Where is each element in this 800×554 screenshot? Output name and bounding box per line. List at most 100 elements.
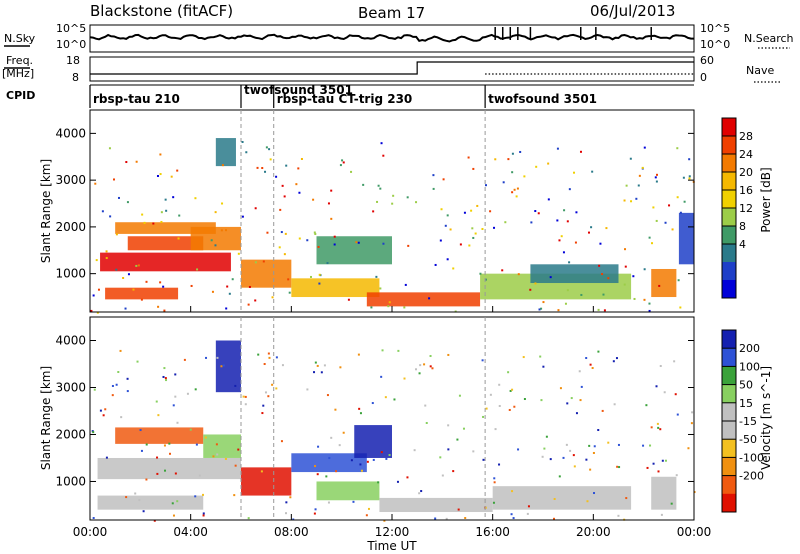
data-speckle	[316, 473, 319, 476]
data-speckle	[517, 273, 520, 276]
data-speckle	[574, 241, 577, 244]
data-speckle	[212, 455, 215, 458]
data-speckle	[318, 273, 321, 276]
data-speckle	[244, 395, 247, 398]
power-colorbar-tick-label: 16	[739, 184, 753, 197]
data-speckle	[127, 273, 130, 276]
data-region	[651, 476, 677, 510]
data-speckle	[657, 426, 660, 429]
data-speckle	[575, 412, 578, 415]
velocity-colorbar-tick-label: 100	[739, 360, 760, 373]
data-speckle	[655, 219, 658, 222]
data-speckle	[523, 175, 526, 178]
data-speckle	[194, 388, 197, 391]
power-colorbar-tick-label: 12	[739, 202, 753, 215]
data-speckle	[190, 284, 193, 287]
data-speckle	[174, 395, 177, 398]
data-speckle	[674, 393, 677, 396]
data-speckle	[446, 214, 449, 217]
data-speckle	[588, 444, 591, 447]
data-speckle	[589, 468, 592, 471]
data-speckle	[165, 209, 168, 212]
data-speckle	[318, 282, 321, 285]
data-speckle	[648, 302, 651, 305]
data-speckle	[509, 389, 512, 392]
data-speckle	[404, 283, 407, 286]
data-speckle	[643, 146, 646, 149]
data-speckle	[135, 264, 138, 267]
data-speckle	[481, 359, 484, 362]
data-speckle	[283, 253, 286, 256]
data-speckle	[434, 263, 437, 266]
data-speckle	[371, 402, 374, 405]
data-speckle	[676, 196, 679, 199]
data-speckle	[529, 288, 532, 291]
data-speckle	[242, 395, 245, 398]
power-colorbar-tick-label: 4	[739, 238, 746, 251]
velocity-panel: 1000 2000 3000 4000 Slant Range [km]	[39, 316, 696, 522]
data-speckle	[172, 196, 175, 199]
velocity-colorbar-segment	[722, 439, 736, 458]
nave-label: Nave	[746, 64, 774, 77]
power-panel: 1000 2000 3000 4000 Slant Range [km]	[39, 109, 695, 314]
data-speckle	[648, 309, 651, 312]
data-speckle	[97, 288, 100, 291]
data-speckle	[326, 262, 329, 265]
data-speckle	[558, 475, 561, 478]
data-speckle	[382, 242, 385, 245]
data-speckle	[560, 235, 563, 238]
data-speckle	[125, 496, 128, 499]
data-region	[291, 453, 367, 473]
data-speckle	[432, 174, 435, 177]
data-speckle	[641, 166, 644, 169]
data-speckle	[511, 490, 514, 493]
data-speckle	[688, 158, 691, 161]
nsky-trace	[89, 33, 694, 43]
data-speckle	[472, 450, 475, 453]
data-speckle	[472, 167, 475, 170]
data-speckle	[407, 244, 410, 247]
data-speckle	[265, 146, 268, 149]
data-speckle	[254, 207, 257, 210]
data-speckle	[429, 355, 432, 358]
data-speckle	[317, 445, 320, 448]
data-speckle	[463, 211, 466, 214]
data-speckle	[143, 221, 146, 224]
data-speckle	[602, 293, 605, 296]
velocity-colorbar-tick-label: -200	[739, 470, 764, 483]
data-speckle	[104, 408, 107, 411]
data-speckle	[660, 513, 663, 516]
data-speckle	[164, 377, 167, 380]
data-speckle	[534, 282, 537, 285]
data-speckle	[562, 251, 565, 254]
data-speckle	[507, 371, 510, 374]
power-ylabel: Slant Range [km]	[39, 159, 53, 263]
data-speckle	[456, 438, 459, 441]
data-speckle	[334, 408, 337, 411]
data-speckle	[556, 147, 559, 150]
data-speckle	[196, 268, 199, 271]
data-speckle	[314, 465, 317, 468]
data-speckle	[511, 171, 514, 174]
data-region	[105, 287, 179, 300]
data-speckle	[388, 454, 391, 457]
data-speckle	[658, 284, 661, 287]
data-speckle	[523, 398, 526, 401]
data-speckle	[549, 276, 552, 279]
data-speckle	[431, 367, 434, 370]
data-speckle	[153, 519, 156, 522]
data-speckle	[155, 400, 158, 403]
data-speckle	[254, 299, 257, 302]
data-speckle	[174, 472, 177, 475]
data-region	[316, 236, 392, 265]
data-speckle	[140, 298, 143, 301]
data-speckle	[125, 161, 128, 164]
data-speckle	[189, 428, 192, 431]
data-speckle	[132, 288, 135, 291]
data-speckle	[139, 429, 142, 432]
data-speckle	[447, 353, 450, 356]
data-region	[115, 427, 204, 444]
data-speckle	[415, 201, 418, 204]
data-region	[354, 425, 392, 458]
